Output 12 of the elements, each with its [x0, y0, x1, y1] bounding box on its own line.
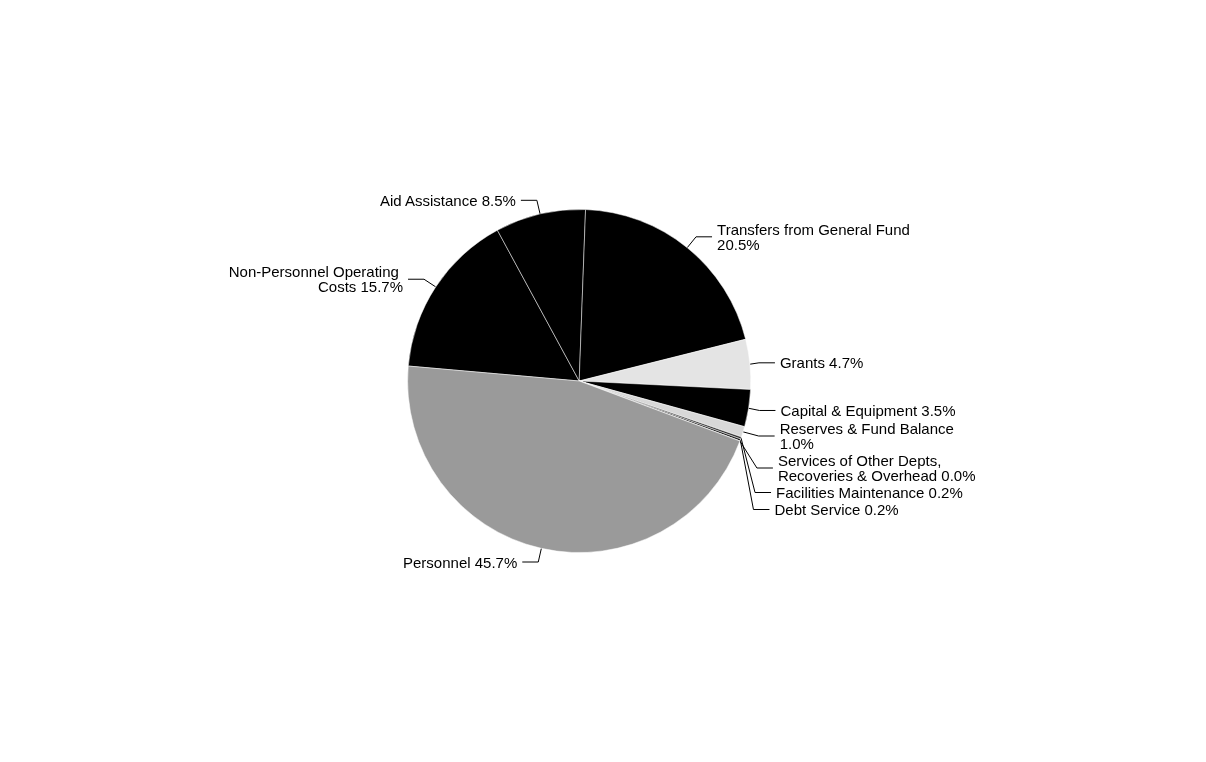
slice-label: Personnel 45.7% [403, 553, 518, 571]
slice-label: Transfers from General Fund [717, 220, 915, 238]
data-label: 1.0% [779, 435, 814, 452]
legend-label: Services of Other Depts, Recoveries & Overhead 0.0% [777, 452, 976, 484]
slice-label: Grants 4.7% [779, 354, 864, 372]
slice-label: Non-Personnel Operating Costs 15.7% [228, 263, 404, 296]
data-label: 20.5% [717, 235, 760, 253]
slice-label: Capital & Equipment 3.5% [780, 401, 956, 419]
slice-label: Reserves & Fund Balance [779, 420, 959, 437]
slice-label: Debt Service 0.2% [774, 501, 899, 518]
slice-label: Facilities Maintenance 0.2% [776, 484, 963, 501]
slice-label: Aid Assistance 8.5% [379, 191, 516, 209]
